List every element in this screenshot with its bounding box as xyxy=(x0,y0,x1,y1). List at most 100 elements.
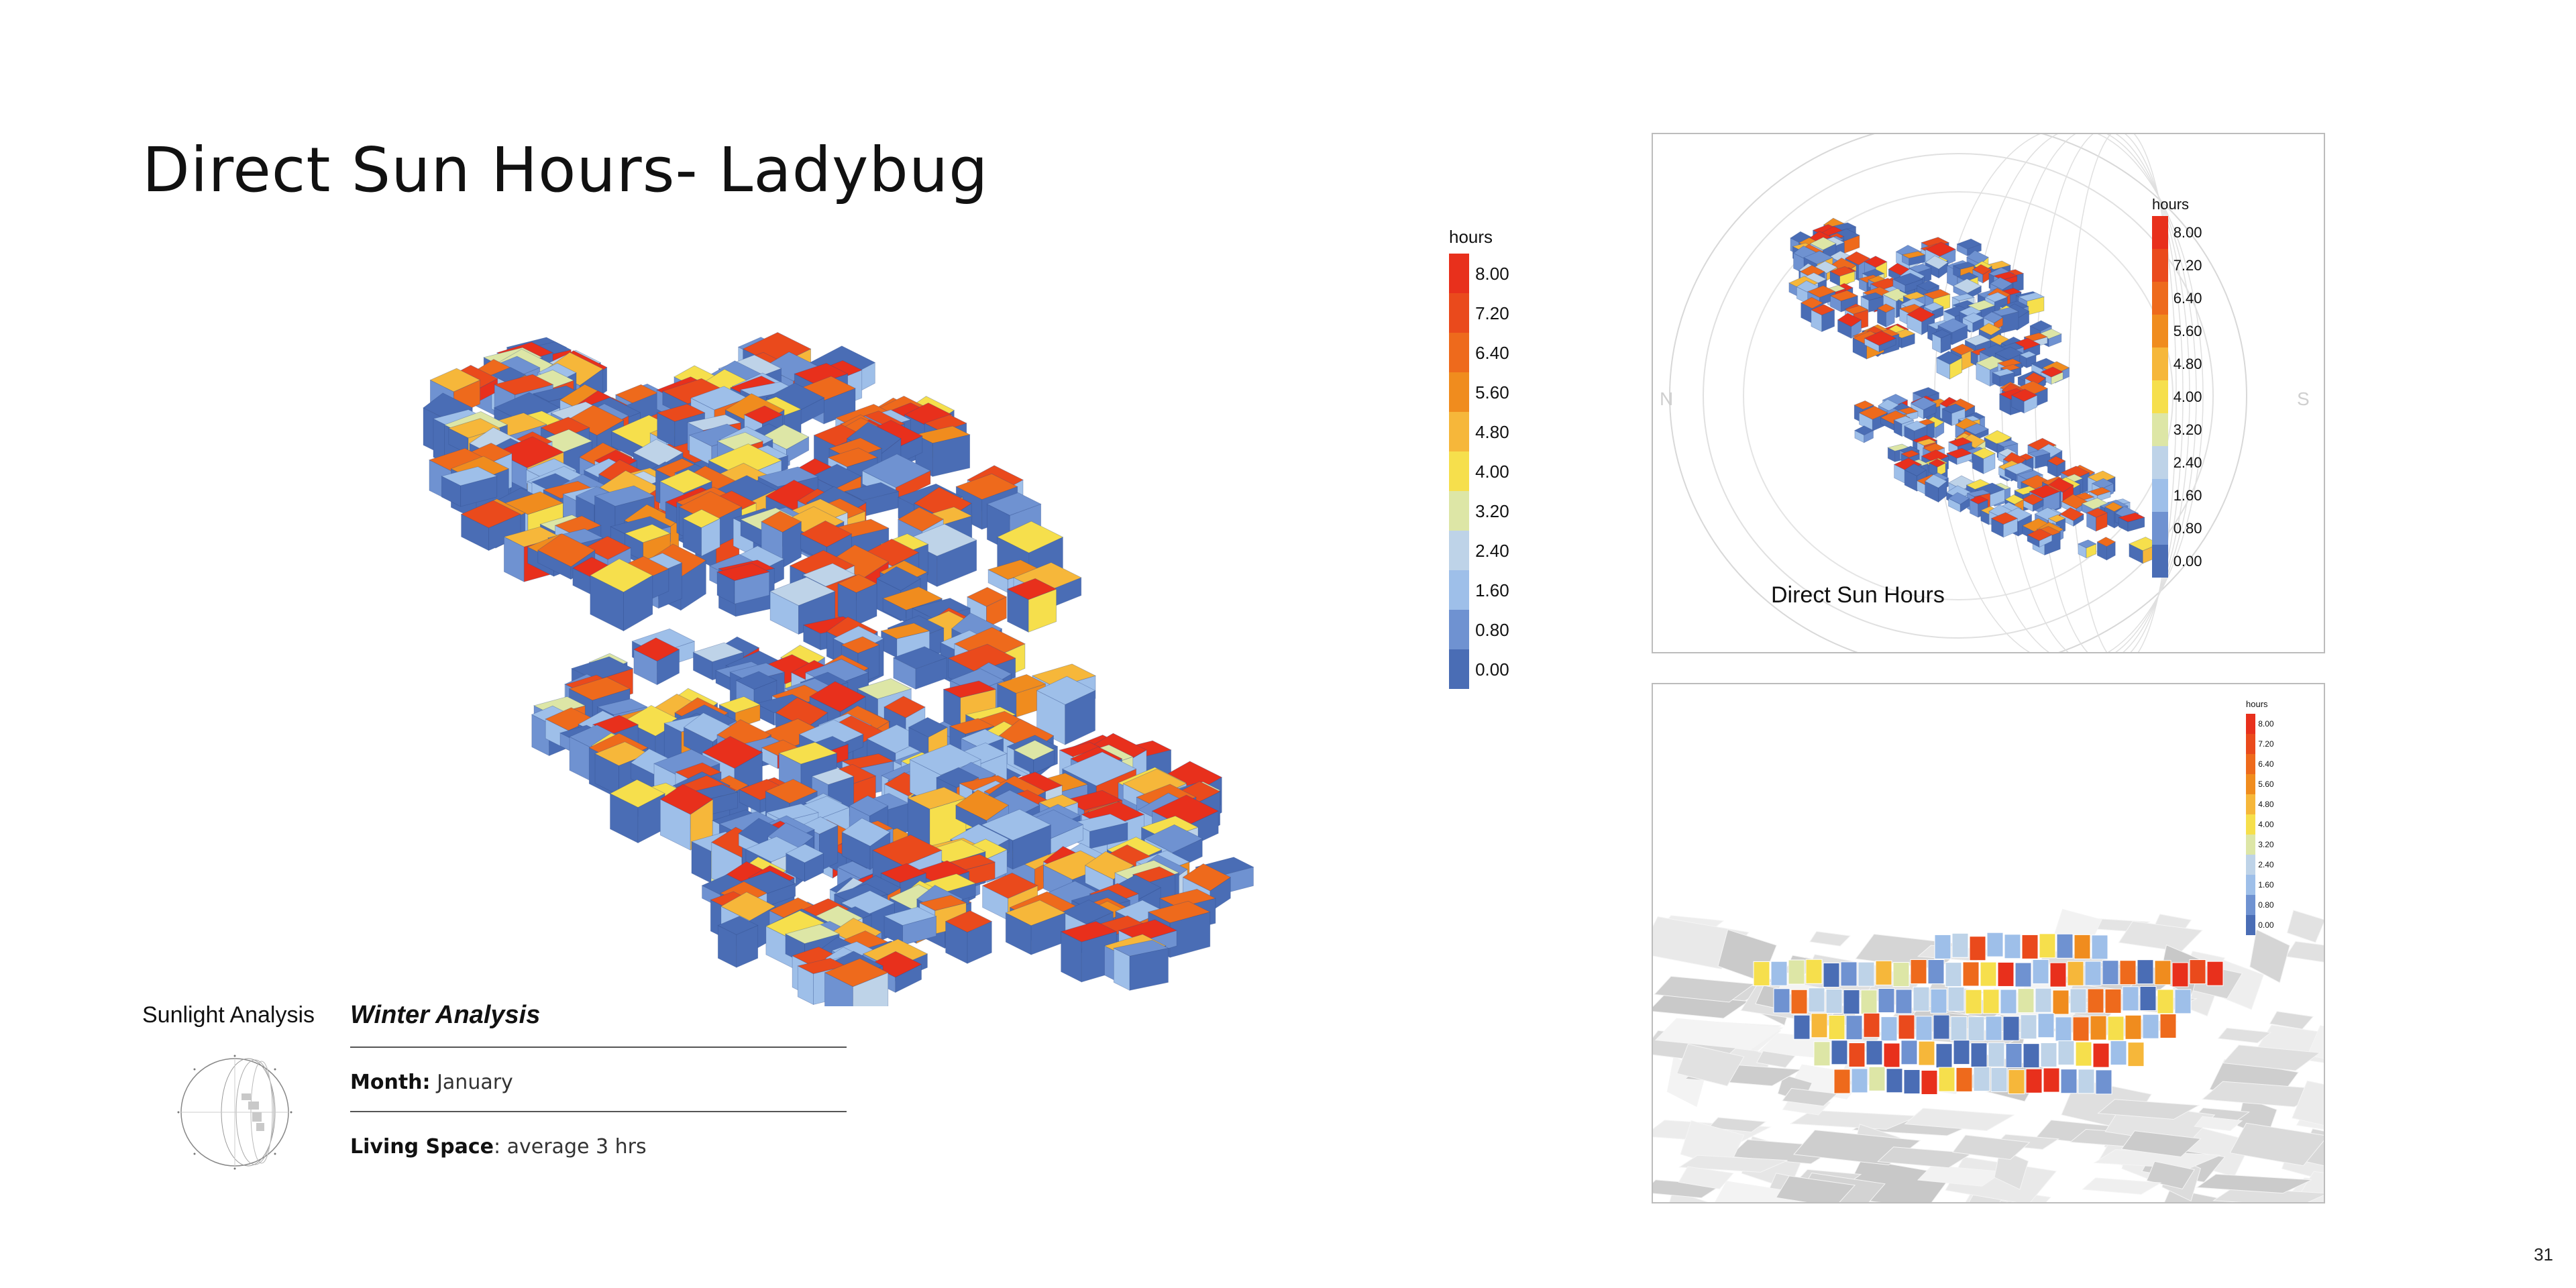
legend-title: hours xyxy=(2152,196,2190,213)
terrain-building-cell xyxy=(1930,988,1947,1014)
legend-tick-label: 2.40 xyxy=(1475,541,1509,561)
terrain-building-cell xyxy=(1953,1040,1970,1065)
legend-swatch xyxy=(2246,895,2255,915)
terrain-building-cell xyxy=(2039,933,2056,959)
terrain-facet xyxy=(2196,1173,2312,1194)
terrain-building-cell xyxy=(1962,961,1980,987)
sun-path-arc xyxy=(1968,134,2197,652)
terrain-building-cell xyxy=(2040,1042,2057,1067)
legend-tick-label: 2.40 xyxy=(2258,860,2274,870)
terrain-facet xyxy=(2269,1011,2314,1030)
legend-swatch xyxy=(1449,451,1469,491)
terrain-facet xyxy=(2229,1122,2324,1167)
legend-tick-label: 4.00 xyxy=(2258,820,2274,830)
legend-swatch xyxy=(2246,835,2255,855)
legend-tick-label: 0.80 xyxy=(2173,520,2202,537)
terrain-building-cell xyxy=(2104,988,2122,1014)
massing-block xyxy=(883,906,937,946)
massing-block xyxy=(1972,447,1996,474)
legend-tick-label: 0.80 xyxy=(1475,620,1509,641)
massing-block xyxy=(1992,368,2015,387)
legend-swatch xyxy=(1449,293,1469,333)
terrain-facet xyxy=(2292,1080,2324,1126)
terrain-facet xyxy=(1678,1166,1734,1189)
terrain-facet xyxy=(2146,1161,2195,1189)
terrain-building-cell xyxy=(2119,960,2137,985)
compass-north-label: N xyxy=(1660,388,1673,409)
terrain-building-cell xyxy=(1927,959,1945,985)
terrain-building-cell xyxy=(2015,962,2032,987)
terrain-building-cell xyxy=(1863,1012,1880,1038)
legend-swatch xyxy=(2246,714,2255,734)
terrain-building-cell xyxy=(2095,1069,2112,1095)
terrain-building-cell xyxy=(2002,1016,2020,1041)
terrain-facet xyxy=(1917,1165,2004,1187)
legend-swatch xyxy=(2152,282,2168,315)
legend-swatch xyxy=(1449,372,1469,412)
legend-tick-label: 6.40 xyxy=(2258,759,2274,769)
terrain-building-cell xyxy=(2125,1014,2142,1040)
terrain-facet xyxy=(1707,1117,1767,1133)
color-legend-terrain: hours 8.00 7.20 6.40 5.60 4.80 4.00 3.20 2.40 1.… xyxy=(2246,699,2300,954)
terrain-building-cell xyxy=(2157,989,2174,1014)
massing-block xyxy=(892,646,948,690)
massing-block xyxy=(1854,425,1874,443)
winter-analysis-heading: Winter Analysis xyxy=(350,1001,541,1029)
legend-color-bar xyxy=(2246,714,2255,935)
terrain-building-cell xyxy=(2087,988,2104,1014)
terrain-building-cell xyxy=(2091,934,2108,960)
terrain-building-cell xyxy=(2206,961,2224,986)
terrain-building-cell xyxy=(1851,1068,1868,1093)
terrain-building-cell xyxy=(1969,936,1986,961)
terrain-building-cell xyxy=(2075,1041,2092,1067)
legend-swatch xyxy=(2246,754,2255,774)
terrain-building-cell xyxy=(1973,1067,1990,1092)
terrain-view-graphic xyxy=(1653,684,2324,1202)
terrain-building-cell xyxy=(1935,1043,1953,1069)
terrain-building-cell xyxy=(1965,989,1982,1014)
terrain-facet xyxy=(2307,1025,2324,1059)
terrain-building-cell xyxy=(1773,988,1790,1014)
terrain-building-cell xyxy=(2127,1042,2145,1067)
massing-block xyxy=(717,916,759,968)
terrain-building-cell xyxy=(2052,989,2070,1015)
massing-block xyxy=(1903,421,1928,442)
terrain-building-cell xyxy=(2032,959,2049,984)
terrain-facet xyxy=(1756,1051,1796,1068)
page-title: Direct Sun Hours- Ladybug xyxy=(142,134,989,206)
legend-swatch xyxy=(2246,915,2255,935)
terrain-building-cell xyxy=(1997,961,2015,987)
terrain-building-cell xyxy=(2000,989,2017,1014)
terrain-facet xyxy=(1952,1134,2031,1160)
legend-tick-label: 4.00 xyxy=(2173,388,2202,406)
sun-path-diagram-icon xyxy=(177,1055,292,1170)
terrain-building-cell xyxy=(2017,988,2035,1014)
massing-block xyxy=(1947,492,1970,513)
terrain-building-cell xyxy=(1811,1013,1828,1038)
month-label: Month: xyxy=(350,1071,431,1094)
terrain-building-cell xyxy=(1868,1066,1886,1091)
sunlight-analysis-label: Sunlight Analysis xyxy=(142,1002,315,1028)
terrain-building-cell xyxy=(2049,962,2067,987)
legend-tick-label: 4.80 xyxy=(2173,356,2202,373)
legend-tick-label: 7.20 xyxy=(2258,739,2274,749)
legend-swatch xyxy=(1449,610,1469,649)
legend-tick-label: 8.00 xyxy=(2258,719,2274,729)
massing-block xyxy=(1013,740,1055,775)
terrain-facet xyxy=(1781,1087,1838,1107)
massing-block xyxy=(1892,272,1923,293)
sun-path-arc xyxy=(1669,134,2247,652)
living-space-label: Living Space xyxy=(350,1135,494,1159)
legend-tick-label: 7.20 xyxy=(1475,303,1509,324)
terrain-facet xyxy=(2286,910,2324,943)
legend-swatch xyxy=(2152,380,2168,413)
legend-swatch xyxy=(2152,512,2168,545)
terrain-building-cell xyxy=(2021,934,2039,959)
massing-block xyxy=(945,910,993,964)
legend-swatch xyxy=(2246,855,2255,875)
massing-block xyxy=(861,453,931,501)
legend-swatch xyxy=(1449,412,1469,451)
terrain-building-cell xyxy=(1831,1040,1848,1065)
terrain-building-cell xyxy=(1880,1016,1898,1042)
terrain-building-cell xyxy=(1808,987,1825,1013)
